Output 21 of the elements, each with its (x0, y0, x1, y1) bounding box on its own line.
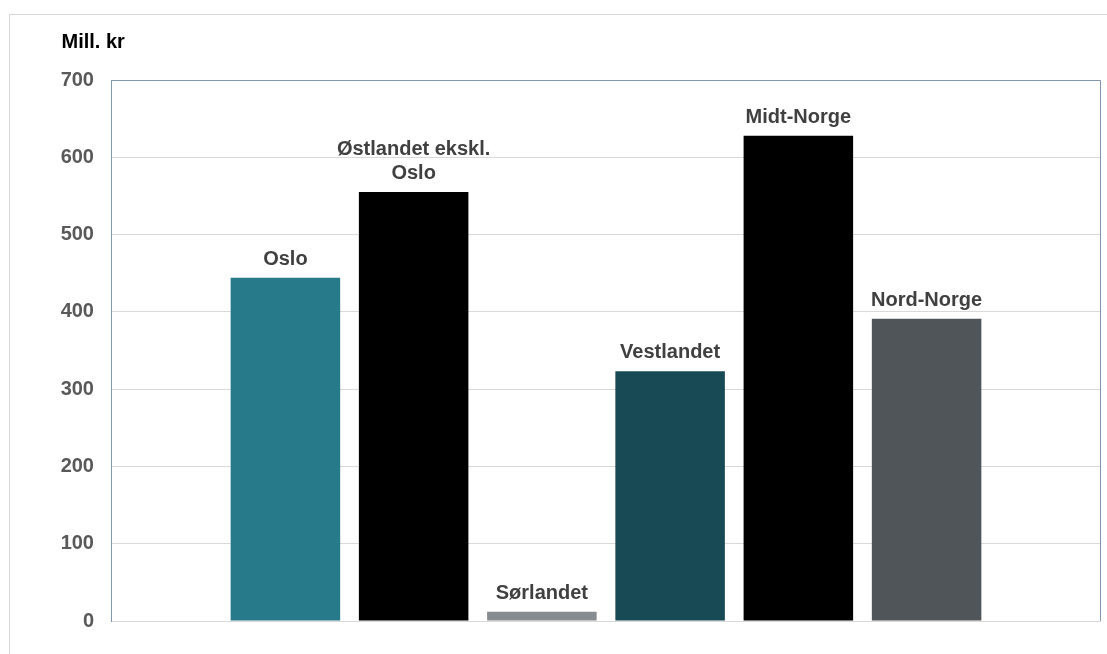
bar (487, 611, 597, 621)
x-tick-label: Vestlandet (620, 340, 721, 363)
y-tick-label: 200 (60, 453, 94, 476)
x-tick-label: Midt-Norge (745, 104, 852, 127)
x-tick-label: Oslo (263, 246, 308, 269)
y-tick-label: 700 (60, 67, 94, 90)
x-tick-label: Nord-Norge (871, 287, 983, 310)
bar (358, 192, 469, 621)
bar (743, 135, 854, 621)
bar (615, 371, 725, 621)
y-axis-title: Mill. kr (61, 30, 126, 52)
bar (871, 318, 982, 621)
y-tick-label: 100 (60, 531, 94, 554)
x-tick-label: Østlandet ekskl. Oslo (336, 137, 491, 184)
y-tick-label: 600 (60, 144, 94, 167)
x-tick-label: Sørlandet (495, 580, 589, 603)
y-tick-label: 500 (60, 222, 94, 245)
y-tick-label: 300 (60, 376, 94, 399)
y-tick-label: 400 (60, 299, 94, 322)
bar (230, 277, 341, 621)
y-tick-label: 0 (82, 608, 94, 631)
